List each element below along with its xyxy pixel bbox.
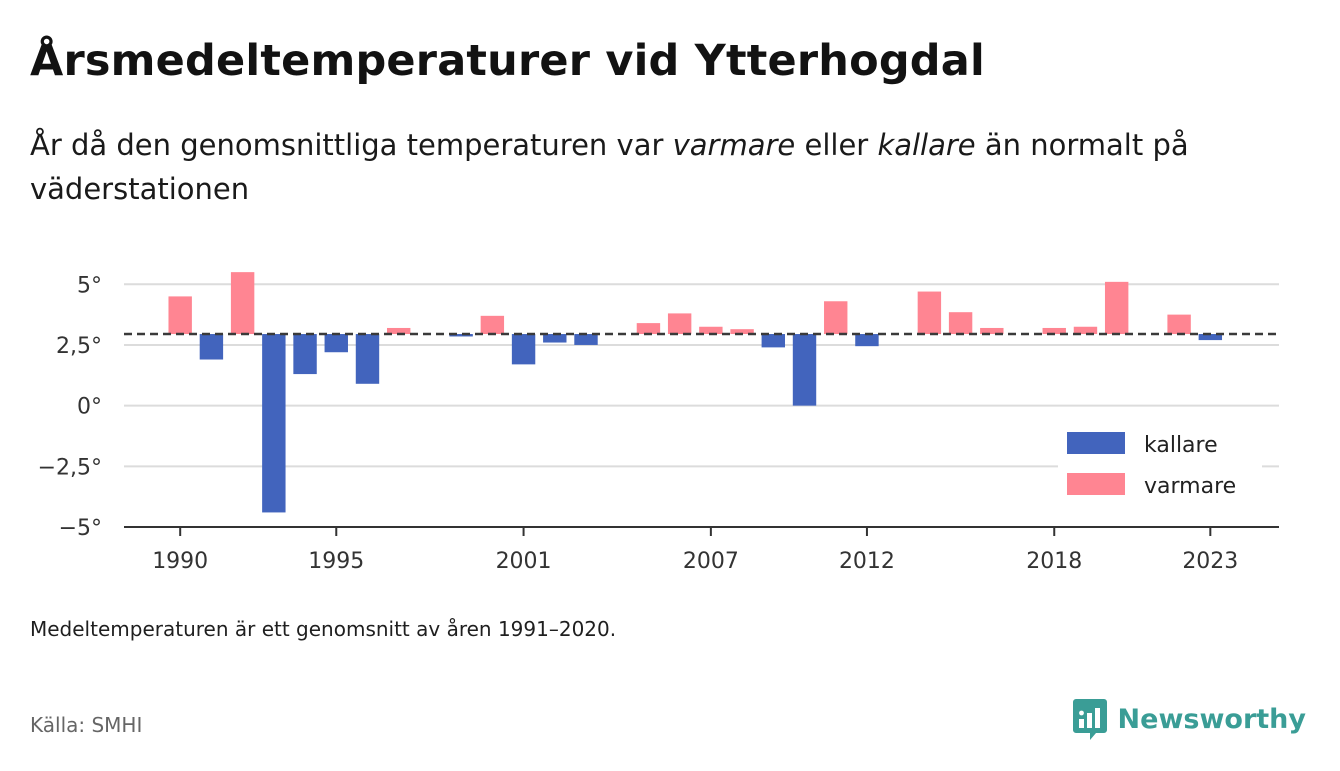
bar-1992-varmare [230, 272, 255, 335]
y-tick-label: 2,5° [56, 334, 102, 359]
bar-1996-kallare [355, 334, 380, 384]
bar-2022-varmare [1167, 314, 1191, 335]
chart-subtitle: År då den genomsnittliga temperaturen va… [30, 123, 1310, 211]
bar-1995-kallare [324, 334, 348, 353]
x-tick-label: 2012 [839, 549, 895, 574]
bar-2003-kallare [574, 334, 598, 345]
y-tick-label: −5° [59, 516, 102, 541]
brand-name: Newsworthy [1117, 703, 1306, 735]
bar-2006-varmare [667, 313, 692, 335]
bar-2000-varmare [480, 315, 505, 335]
legend-swatch-varmare [1067, 473, 1125, 495]
y-tick-label: 0° [77, 395, 102, 420]
bar-2020-varmare [1104, 281, 1129, 335]
subtitle-text-1: År då den genomsnittliga temperaturen va… [30, 128, 673, 162]
bar-1994-kallare [293, 334, 317, 375]
bar-2005-varmare [636, 323, 661, 335]
bar-2023-kallare [1198, 334, 1223, 341]
bar-2015-varmare [948, 312, 973, 335]
temperature-bar-chart: 5° 2,5° 0° −2,5° −5° 1990 1995 2001 2007 2012 201… [38, 272, 1279, 574]
bar-2010-kallare [792, 334, 817, 406]
footnote: Medeltemperaturen är ett genomsnitt av å… [30, 617, 617, 641]
x-tick-label: 2001 [496, 549, 552, 574]
x-tick-label: 2018 [1026, 549, 1082, 574]
bar-2002-kallare [543, 334, 567, 343]
bar-2012-kallare [855, 334, 879, 347]
subtitle-text-3: än normalt på väderstationen [30, 128, 1189, 206]
bar-2014-varmare [917, 291, 942, 335]
bar-1997-varmare [386, 327, 411, 335]
bar-2007-varmare [699, 326, 723, 335]
legend-label-kallare: kallare [1144, 433, 1218, 458]
bar-1999-kallare [449, 334, 473, 337]
bars [168, 272, 1223, 513]
bar-2009-kallare [761, 334, 786, 348]
legend-swatch-kallare [1067, 432, 1125, 454]
legend-label-varmare: varmare [1144, 474, 1236, 499]
bar-1990-varmare [168, 296, 192, 335]
bar-2016-varmare [980, 327, 1004, 335]
newsworthy-logo: Newsworthy [1072, 697, 1306, 741]
chart-title: Årsmedeltemperaturer vid Ytterhogdal [30, 36, 985, 86]
subtitle-text-2: eller [795, 128, 878, 162]
bar-2018-varmare [1042, 327, 1066, 335]
bar-2008-varmare [730, 329, 754, 335]
x-tick-label: 2023 [1182, 549, 1238, 574]
legend: kallare varmare [1058, 420, 1262, 504]
newsworthy-chart-icon [1072, 699, 1107, 740]
bar-1991-kallare [199, 334, 224, 360]
x-axis: 1990 1995 2001 2007 2012 2018 2023 [124, 526, 1279, 574]
y-tick-label: 5° [77, 273, 102, 298]
bar-2011-varmare [824, 301, 848, 335]
x-tick-label: 1990 [152, 549, 208, 574]
x-tick-label: 1995 [308, 549, 364, 574]
x-tick-label: 2007 [683, 549, 739, 574]
subtitle-emphasis-warmer: varmare [672, 128, 796, 162]
y-tick-label: −2,5° [38, 455, 102, 480]
bar-2001-kallare [511, 334, 536, 365]
bar-2019-varmare [1073, 326, 1098, 335]
subtitle-emphasis-colder: kallare [877, 128, 976, 162]
bar-1993-kallare [262, 334, 286, 513]
source-label: Källa: SMHI [30, 713, 143, 737]
